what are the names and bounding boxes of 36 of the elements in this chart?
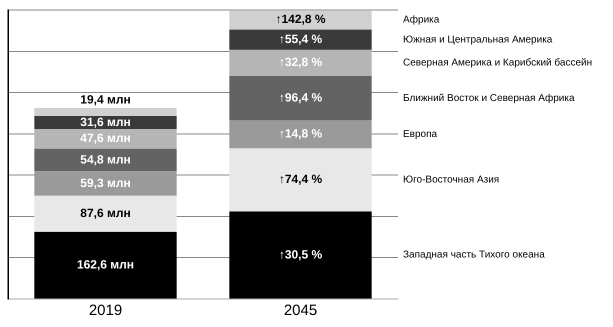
- data-label: 59,3 млн: [80, 176, 131, 190]
- annotation: ↑142,8 %: [275, 12, 326, 26]
- data-label: 19,4 млн: [80, 92, 131, 106]
- annotation: ↑74,4 %: [278, 172, 323, 186]
- data-label: 87,6 млн: [80, 206, 131, 220]
- bar: [34, 108, 177, 116]
- bar: [229, 148, 372, 212]
- x-tick-label: 2045: [284, 302, 318, 320]
- text: Северная Америка и Карибский бассейн: [403, 58, 592, 69]
- bar: [229, 76, 372, 120]
- bar: [229, 50, 372, 76]
- data-label: 47,6 млн: [80, 131, 131, 146]
- data-label: 162,6 млн: [76, 258, 134, 272]
- text: Западная часть Тихого океана: [403, 250, 546, 261]
- bar: [34, 232, 177, 298]
- annotation: ↑14,8 %: [278, 126, 323, 141]
- annotation: ↑55,4 %: [278, 32, 323, 46]
- data-label: 54,8 млн: [80, 152, 131, 166]
- bar: [34, 148, 177, 172]
- text: Южная и Центральная Америка: [403, 34, 553, 46]
- text: Африка: [403, 14, 440, 26]
- bar: [229, 120, 372, 148]
- x-tick-label: 2019: [88, 302, 122, 320]
- bar: [229, 211, 372, 298]
- annotation: ↑96,4 %: [278, 90, 323, 104]
- bar: [34, 196, 177, 232]
- annotation: ↑30,5 %: [278, 247, 323, 262]
- bar: [229, 30, 372, 50]
- bar: [34, 171, 177, 196]
- text: Юго-Восточная Азия: [403, 174, 500, 186]
- bar: [34, 129, 177, 149]
- annotation: ↑32,8 %: [278, 55, 323, 70]
- bar: [229, 10, 372, 30]
- data-label: 31,6 млн: [80, 114, 131, 129]
- text: Европа: [403, 129, 438, 140]
- text: Ближний Восток и Северная Африка: [403, 92, 575, 104]
